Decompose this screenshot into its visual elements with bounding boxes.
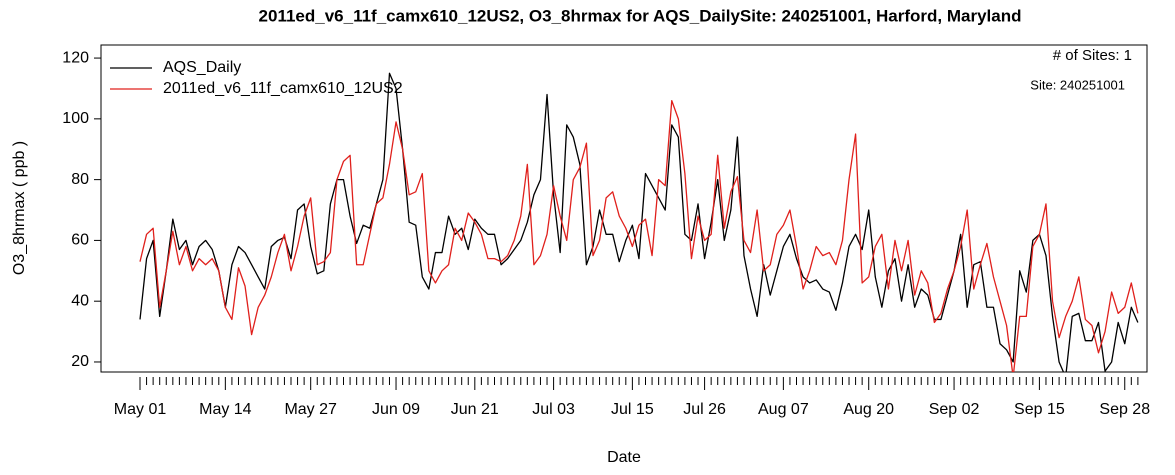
x-tick-label: Aug 07 [758,401,809,418]
plot-frame [100,44,1148,373]
y-tick-label: 120 [62,49,89,66]
x-tick-label: Jul 03 [532,401,575,418]
y-tick-label: 80 [71,171,89,188]
x-tick-label: Jun 09 [372,401,420,418]
legend-label: 2011ed_v6_11f_camx610_12US2 [163,80,403,97]
y-tick-label: 100 [62,110,89,127]
x-tick-label: Aug 20 [843,401,894,418]
line-series [139,99,1139,372]
legend-label: AQS_Daily [163,59,241,76]
annotation: Site: 240251001 [1030,77,1125,92]
x-tick-label: May 14 [199,401,252,418]
x-tick-label: Jul 26 [683,401,726,418]
x-tick-label: Jul 15 [611,401,654,418]
x-axis-label: Date [607,449,641,466]
y-axis-label: O3_8hrmax ( ppb ) [11,141,28,275]
x-tick-label: Sep 15 [1014,401,1065,418]
x-tick-label: Sep 28 [1099,401,1150,418]
y-tick-label: 40 [71,292,89,309]
x-tick-label: Jun 21 [451,401,499,418]
x-tick-label: May 01 [114,401,167,418]
x-tick-label: May 27 [284,401,337,418]
x-tick-label: Sep 02 [929,401,980,418]
line-series [139,72,1139,372]
chart-title: 2011ed_v6_11f_camx610_12US2, O3_8hrmax f… [259,6,1022,25]
plot-lines [139,72,1139,372]
annotation: # of Sites: 1 [1053,47,1132,64]
y-tick-label: 60 [71,232,89,249]
y-tick-label: 20 [71,353,89,370]
